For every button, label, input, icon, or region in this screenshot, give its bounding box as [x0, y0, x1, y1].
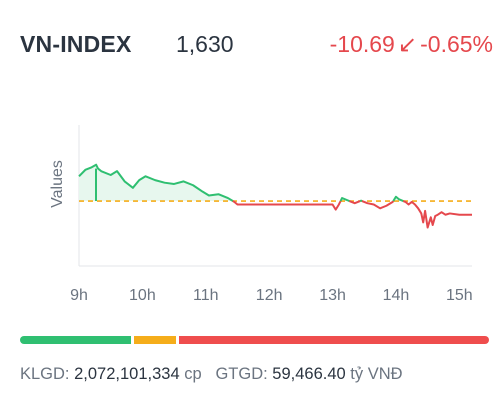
- intraday-chart[interactable]: Values 9h 10h 11h 12h 13h 14h 15h: [0, 80, 501, 310]
- volume-label: KLGD:: [20, 365, 70, 383]
- index-symbol: VN-INDEX: [20, 31, 132, 57]
- x-tick-label: 11h: [193, 287, 219, 304]
- x-tick-label: 12h: [256, 287, 283, 304]
- change-percent: -0.65%: [420, 31, 493, 57]
- value-unit: tỷ VNĐ: [350, 365, 403, 383]
- market-breadth-bar: [20, 336, 489, 344]
- declining-segment: [178, 336, 489, 344]
- series-line-down: [402, 200, 472, 229]
- index-series: [78, 163, 472, 229]
- series-line-up: [392, 195, 404, 202]
- advancing-segment: [20, 336, 132, 344]
- series-line-up: [339, 197, 350, 202]
- x-tick-label: 15h: [446, 287, 473, 304]
- above-reference-area: [79, 164, 404, 202]
- trading-stats: KLGD: 2,072,101,334 cp GTGD: 59,466.40 t…: [20, 365, 495, 384]
- value-label: GTGD:: [215, 365, 268, 383]
- x-tick-label: 14h: [383, 287, 410, 304]
- x-tick-label: 10h: [129, 287, 156, 304]
- series-line-down: [232, 200, 342, 211]
- volume-value: 2,072,101,334: [74, 365, 180, 383]
- index-price: 1,630: [176, 31, 234, 57]
- x-tick-label: 13h: [319, 287, 346, 304]
- index-header: VN-INDEX 1,630 -10.69 ↙ -0.65%: [0, 0, 501, 80]
- series-line-down: [361, 200, 395, 210]
- unchanged-segment: [134, 336, 176, 344]
- intraday-chart-svg: Values 9h 10h 11h 12h 13h 14h 15h: [49, 125, 473, 304]
- volume-unit: cp: [184, 365, 202, 383]
- series-line-down: [349, 200, 361, 205]
- down-arrow-icon: ↙: [397, 31, 418, 57]
- x-tick-label: 9h: [70, 287, 88, 304]
- value-value: 59,466.40: [272, 365, 346, 383]
- change-value: -10.69: [329, 31, 395, 57]
- y-axis-label: Values: [49, 160, 66, 208]
- index-change: -10.69 ↙ -0.65%: [330, 31, 493, 58]
- x-axis-ticks: 9h 10h 11h 12h 13h 14h 15h: [70, 287, 473, 304]
- series-line-up: [78, 163, 234, 202]
